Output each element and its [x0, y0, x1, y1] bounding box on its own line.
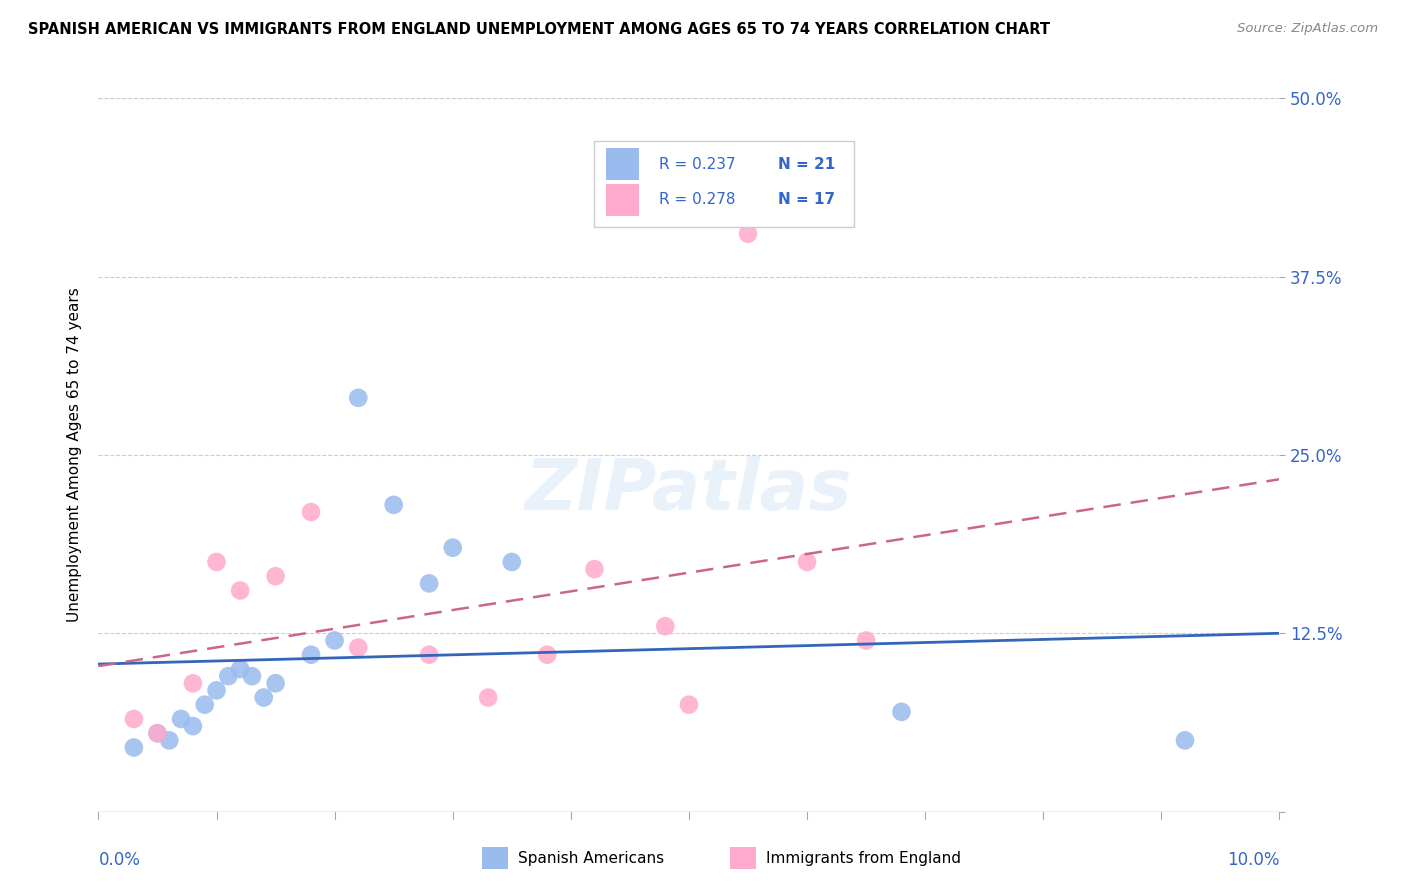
Point [264, 569, 287, 583]
Point [855, 633, 877, 648]
Bar [606, 148, 640, 180]
Text: Spanish Americans: Spanish Americans [517, 851, 664, 865]
Point [890, 705, 912, 719]
Point [122, 712, 145, 726]
Point [796, 555, 818, 569]
Bar [606, 184, 640, 216]
Bar [730, 847, 756, 869]
Point [181, 676, 204, 690]
Point [678, 698, 700, 712]
Bar [482, 847, 508, 869]
Point [264, 676, 287, 690]
Y-axis label: Unemployment Among Ages 65 to 74 years: Unemployment Among Ages 65 to 74 years [67, 287, 83, 623]
Text: 10.0%: 10.0% [1227, 851, 1279, 869]
Point [501, 555, 523, 569]
Point [146, 726, 169, 740]
Text: N = 17: N = 17 [778, 193, 835, 207]
Point [217, 669, 239, 683]
Text: SPANISH AMERICAN VS IMMIGRANTS FROM ENGLAND UNEMPLOYMENT AMONG AGES 65 TO 74 YEA: SPANISH AMERICAN VS IMMIGRANTS FROM ENGL… [28, 22, 1050, 37]
Point [122, 740, 145, 755]
Point [181, 719, 204, 733]
Point [229, 583, 252, 598]
Point [477, 690, 499, 705]
Point [205, 683, 228, 698]
Text: ZIPatlas: ZIPatlas [526, 456, 852, 525]
Text: Source: ZipAtlas.com: Source: ZipAtlas.com [1237, 22, 1378, 36]
Point [583, 562, 606, 576]
Point [654, 619, 676, 633]
Point [240, 669, 263, 683]
Point [146, 726, 169, 740]
Point [418, 648, 440, 662]
Point [170, 712, 193, 726]
Point [157, 733, 180, 747]
Text: 0.0%: 0.0% [98, 851, 141, 869]
Text: Immigrants from England: Immigrants from England [766, 851, 960, 865]
Point [1174, 733, 1197, 747]
Point [347, 391, 370, 405]
Point [253, 690, 276, 705]
Point [536, 648, 558, 662]
Point [194, 698, 217, 712]
Text: R = 0.237: R = 0.237 [659, 157, 735, 171]
Point [299, 648, 322, 662]
Text: N = 21: N = 21 [778, 157, 835, 171]
Point [323, 633, 346, 648]
Point [229, 662, 252, 676]
Point [382, 498, 405, 512]
Point [299, 505, 322, 519]
Point [418, 576, 440, 591]
FancyBboxPatch shape [595, 141, 855, 227]
Point [205, 555, 228, 569]
Text: R = 0.278: R = 0.278 [659, 193, 735, 207]
Point [441, 541, 464, 555]
Point [737, 227, 759, 241]
Point [347, 640, 370, 655]
